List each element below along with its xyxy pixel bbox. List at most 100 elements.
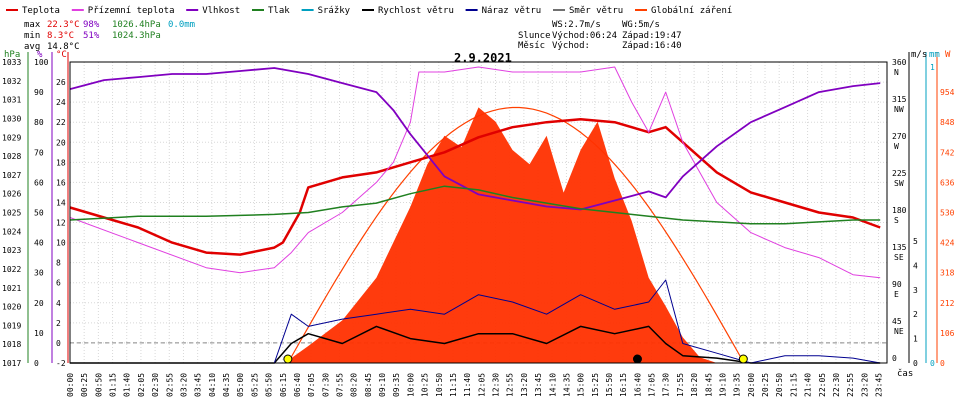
wind-dir-compass: E: [894, 290, 899, 299]
x-tick-label: 06:15: [279, 373, 288, 397]
series-rychlost-v-tru: [70, 325, 881, 364]
solar-unit: W: [945, 50, 951, 60]
x-tick-label: 00:50: [94, 373, 103, 397]
wind-speed-tick: 4: [913, 261, 918, 270]
wind-speed-tick: 3: [913, 286, 918, 295]
sun-label: Slunce: [518, 31, 551, 41]
legend-label: Náraz větru: [482, 6, 542, 16]
x-tick-label: 07:30: [321, 373, 330, 397]
solar-tick: 106: [940, 329, 955, 338]
x-tick-label: 03:45: [194, 373, 203, 397]
x-tick-label: 02:05: [137, 373, 146, 397]
wind-speed-tick: 0: [913, 359, 918, 368]
x-tick-label: 16:15: [619, 373, 628, 397]
legend: Teplota Přízemní teplota Vlhkost Tlak Srážky…: [6, 6, 732, 16]
sun-set: Západ:19:47: [622, 31, 682, 41]
x-tick-label: 07:05: [307, 373, 316, 397]
sunset-marker: [738, 354, 748, 364]
y-tick-label: 10: [56, 239, 66, 248]
y-tick-label: 90: [34, 88, 44, 97]
y-tick-label: 10: [34, 329, 44, 338]
y-tick-label: 1018: [2, 340, 21, 349]
y-tick-label: 100: [34, 58, 49, 67]
pressure-unit: hPa: [4, 50, 20, 60]
x-tick-label: 10:50: [435, 373, 444, 397]
y-tick-label: 1022: [2, 265, 21, 274]
y-tick-label: 1025: [2, 209, 21, 218]
y-tick-label: 1024: [2, 227, 21, 236]
x-tick-label: 03:20: [179, 373, 188, 397]
x-tick-label: 10:00: [406, 373, 415, 397]
x-tick-label: 05:25: [250, 373, 259, 397]
solar-tick: 318: [940, 269, 955, 278]
x-tick-label: 00:00: [66, 373, 75, 397]
y-tick-label: 1020: [2, 303, 21, 312]
temperature-unit: °C: [56, 50, 67, 60]
y-tick-label: 40: [34, 239, 44, 248]
wind-unit: m/s: [911, 50, 927, 60]
x-tick-label: 22:30: [832, 373, 841, 397]
x-tick-label: 22:05: [818, 373, 827, 397]
rain-tick: 0: [930, 359, 935, 368]
stats-avg-label: avg: [24, 42, 40, 52]
solar-tick: 848: [940, 118, 955, 127]
series-global-radiation: [284, 107, 717, 364]
y-tick-label: 1023: [2, 246, 21, 255]
y-tick-label: 14: [56, 198, 66, 207]
y-tick-label: 1030: [2, 114, 21, 123]
stats-min-press: 1024.3hPa: [112, 31, 161, 41]
plot-frame: [69, 61, 888, 364]
y-tick-label: 18: [56, 158, 66, 167]
series-teplota: [69, 117, 881, 256]
y-tick-label: 1027: [2, 171, 21, 180]
wind-dir-tick: 135: [892, 243, 907, 252]
solar-theoretical-curve: [287, 106, 745, 364]
y-tick-label: 50: [34, 209, 44, 218]
x-tick-label: 10:25: [421, 373, 430, 397]
wind-dir-tick: 0: [892, 354, 897, 363]
y-tick-label: 1026: [2, 190, 21, 199]
series-vlhkost: [69, 67, 881, 211]
x-tick-label: 16:40: [633, 373, 642, 397]
x-tick-label: 20:50: [775, 373, 784, 397]
y-tick-label: 6: [56, 279, 61, 288]
sun-rise: Východ:06:24: [552, 31, 617, 41]
y-tick-label: -2: [56, 359, 66, 368]
y-tick-label: 1031: [2, 96, 21, 105]
x-tick-label: 12:30: [492, 373, 501, 397]
x-tick-label: 17:55: [676, 373, 685, 397]
solar-tick: 212: [940, 299, 955, 308]
x-tick-label: 11:15: [449, 373, 458, 397]
x-tick-label: 05:50: [265, 373, 274, 397]
y-tick-label: 1021: [2, 284, 21, 293]
wind-dir-tick: 45: [892, 317, 902, 326]
stats-min-label: min: [24, 31, 40, 41]
solar-tick: 742: [940, 148, 955, 157]
legend-label: Přízemní teplota: [88, 6, 175, 16]
x-tick-label: 00:25: [80, 373, 89, 397]
x-axis-label: čas: [897, 368, 913, 379]
y-tick-label: 80: [34, 118, 44, 127]
series-layer: [69, 66, 881, 364]
wind-dir-compass: NW: [894, 105, 904, 114]
wind-dir-tick: 90: [892, 280, 902, 289]
y-tick-label: 12: [56, 219, 66, 228]
x-tick-label: 09:35: [392, 373, 401, 397]
x-tick-label: 15:50: [605, 373, 614, 397]
moon-rise: Východ:: [552, 41, 590, 51]
wind-dir-compass: NE: [894, 327, 904, 336]
y-tick-label: 0: [56, 339, 61, 348]
wind-speed-tick: 2: [913, 310, 918, 319]
series-n-raz-v-tru: [70, 279, 881, 364]
x-tick-label: 21:40: [804, 373, 813, 397]
x-tick-label: 21:15: [789, 373, 798, 397]
humidity-unit: %: [37, 50, 43, 60]
x-tick-label: 08:45: [364, 373, 373, 397]
y-tick-label: 1032: [2, 77, 21, 86]
x-tick-label: 17:05: [648, 373, 657, 397]
x-tick-label: 19:10: [718, 373, 727, 397]
y-tick-label: 1033: [2, 58, 21, 67]
legend-label: Vlhkost: [202, 6, 240, 16]
wind-wg: WG:5m/s: [622, 20, 660, 30]
